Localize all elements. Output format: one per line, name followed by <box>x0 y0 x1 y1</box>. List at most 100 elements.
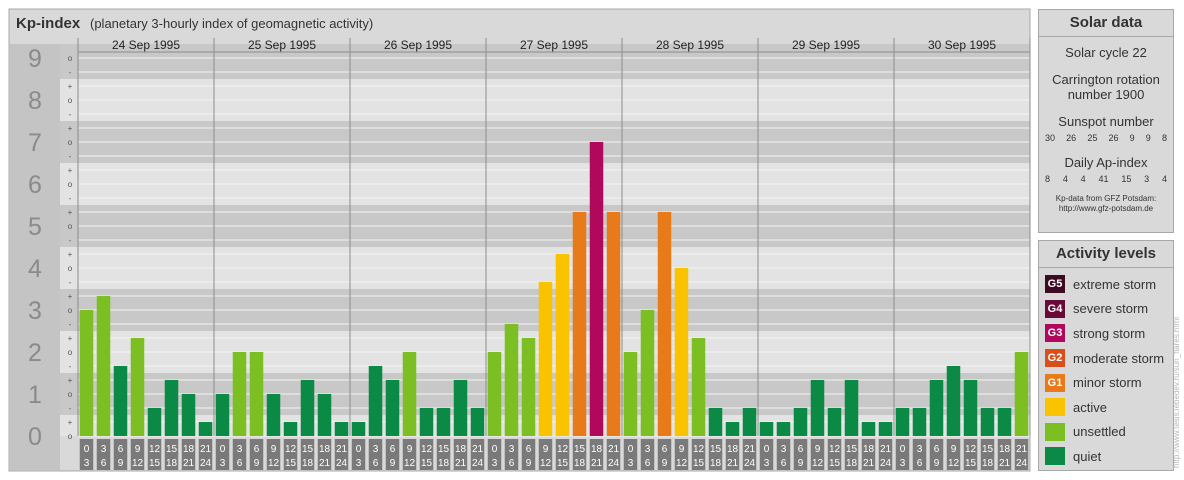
x-tick-box <box>759 439 774 470</box>
x-tick-box <box>657 439 672 470</box>
x-tick-box <box>946 439 961 470</box>
kp-bar <box>691 338 706 436</box>
activity-level-label: moderate storm <box>1073 350 1165 366</box>
x-tick-box <box>844 439 859 470</box>
kp-bar <box>725 422 740 436</box>
y-minor-tick-label: + <box>68 166 73 175</box>
x-tick-box <box>1014 439 1029 470</box>
x-tick-start: 9 <box>815 444 821 455</box>
sunspot-value: 25 <box>1087 133 1098 143</box>
y-minor-tick-label: - <box>69 278 72 287</box>
x-tick-end: 3 <box>492 458 498 469</box>
x-tick-start: 6 <box>934 444 940 455</box>
data-source-line1: Kp-data from GFZ Potsdam: <box>1055 194 1157 203</box>
x-tick-box <box>589 439 604 470</box>
kp-bar <box>793 407 808 436</box>
x-tick-box <box>215 439 230 470</box>
x-tick-start: 12 <box>829 444 841 455</box>
x-tick-end: 21 <box>727 458 739 469</box>
day-header: 25 Sep 1995 <box>248 38 316 52</box>
kp-bar <box>997 407 1012 436</box>
x-tick-end: 6 <box>781 458 787 469</box>
ap-value: 8 <box>1045 174 1051 184</box>
y-minor-tick-label: o <box>68 222 73 231</box>
x-tick-start: 0 <box>900 444 906 455</box>
x-tick-end: 15 <box>557 458 569 469</box>
y-minor-tick-label: o <box>68 264 73 273</box>
x-tick-end: 18 <box>574 458 586 469</box>
x-tick-box <box>929 439 944 470</box>
x-tick-box <box>895 439 910 470</box>
x-tick-end: 6 <box>237 458 243 469</box>
x-tick-end: 3 <box>84 458 90 469</box>
x-tick-end: 12 <box>268 458 280 469</box>
x-tick-start: 6 <box>798 444 804 455</box>
activity-level-swatch <box>1045 398 1065 417</box>
x-tick-end: 12 <box>948 458 960 469</box>
x-tick-end: 24 <box>608 458 620 469</box>
x-tick-start: 0 <box>84 444 90 455</box>
kp-bar <box>283 422 298 436</box>
x-tick-end: 6 <box>509 458 515 469</box>
x-tick-start: 18 <box>591 444 603 455</box>
x-tick-box <box>436 439 451 470</box>
x-tick-start: 0 <box>220 444 226 455</box>
x-tick-box <box>538 439 553 470</box>
kp-bar <box>946 365 961 436</box>
x-tick-box <box>79 439 94 470</box>
x-tick-start: 18 <box>319 444 331 455</box>
activity-level-swatch <box>1045 422 1065 441</box>
x-tick-end: 15 <box>693 458 705 469</box>
x-tick-start: 12 <box>693 444 705 455</box>
kp-bar <box>436 407 451 436</box>
x-tick-box <box>249 439 264 470</box>
solar-cycle: Solar cycle 22 <box>1065 45 1147 60</box>
x-tick-start: 21 <box>880 444 892 455</box>
y-axis: 0 1 2 3 4 5 6 7 8 9 o + - o + - o + - o + - o + - o + - o + - o + - o + - o <box>28 45 73 451</box>
kp-bar <box>572 212 587 436</box>
y-tick-label: 6 <box>28 171 42 199</box>
sunspot-value: 26 <box>1108 133 1119 143</box>
x-tick-box <box>334 439 349 470</box>
x-tick-start: 12 <box>149 444 161 455</box>
y-minor-tick-label: - <box>69 194 72 203</box>
x-tick-start: 21 <box>200 444 212 455</box>
kp-bar <box>266 394 281 436</box>
x-tick-end: 12 <box>132 458 144 469</box>
x-tick-end: 21 <box>319 458 331 469</box>
x-tick-end: 15 <box>149 458 161 469</box>
activity-level-label: strong storm <box>1073 325 1146 341</box>
x-tick-start: 15 <box>710 444 722 455</box>
solar-data-panel: Solar data Solar cycle 22 Carrington rot… <box>1038 9 1174 233</box>
kp-bar <box>980 407 995 436</box>
kp-bar <box>657 212 672 436</box>
x-tick-start: 15 <box>166 444 178 455</box>
kp-bar <box>674 268 689 436</box>
day-header: 26 Sep 1995 <box>384 38 452 52</box>
chart-title: Kp-index <box>16 15 81 32</box>
activity-level-label: unsettled <box>1073 424 1126 440</box>
y-minor-tick-label: - <box>69 236 72 245</box>
x-tick-end: 12 <box>676 458 688 469</box>
x-tick-end: 9 <box>526 458 532 469</box>
x-tick-start: 6 <box>254 444 260 455</box>
x-tick-end: 18 <box>710 458 722 469</box>
activity-level-label: active <box>1073 399 1107 415</box>
x-tick-box <box>130 439 145 470</box>
x-tick-start: 0 <box>492 444 498 455</box>
x-tick-box <box>164 439 179 470</box>
x-tick-box <box>725 439 740 470</box>
kp-bar <box>606 212 621 436</box>
x-tick-end: 24 <box>472 458 484 469</box>
y-minor-tick-label: - <box>69 110 72 119</box>
y-label-column <box>10 44 60 470</box>
x-tick-start: 6 <box>662 444 668 455</box>
x-tick-end: 3 <box>356 458 362 469</box>
kp-bar <box>249 352 264 436</box>
y-tick-label: 1 <box>28 381 42 409</box>
kp-bar <box>742 407 757 436</box>
y-minor-tick-label: o <box>68 180 73 189</box>
y-minor-tick-label: + <box>68 250 73 259</box>
y-tick-label: 8 <box>28 87 42 115</box>
kp-bar <box>113 365 128 436</box>
